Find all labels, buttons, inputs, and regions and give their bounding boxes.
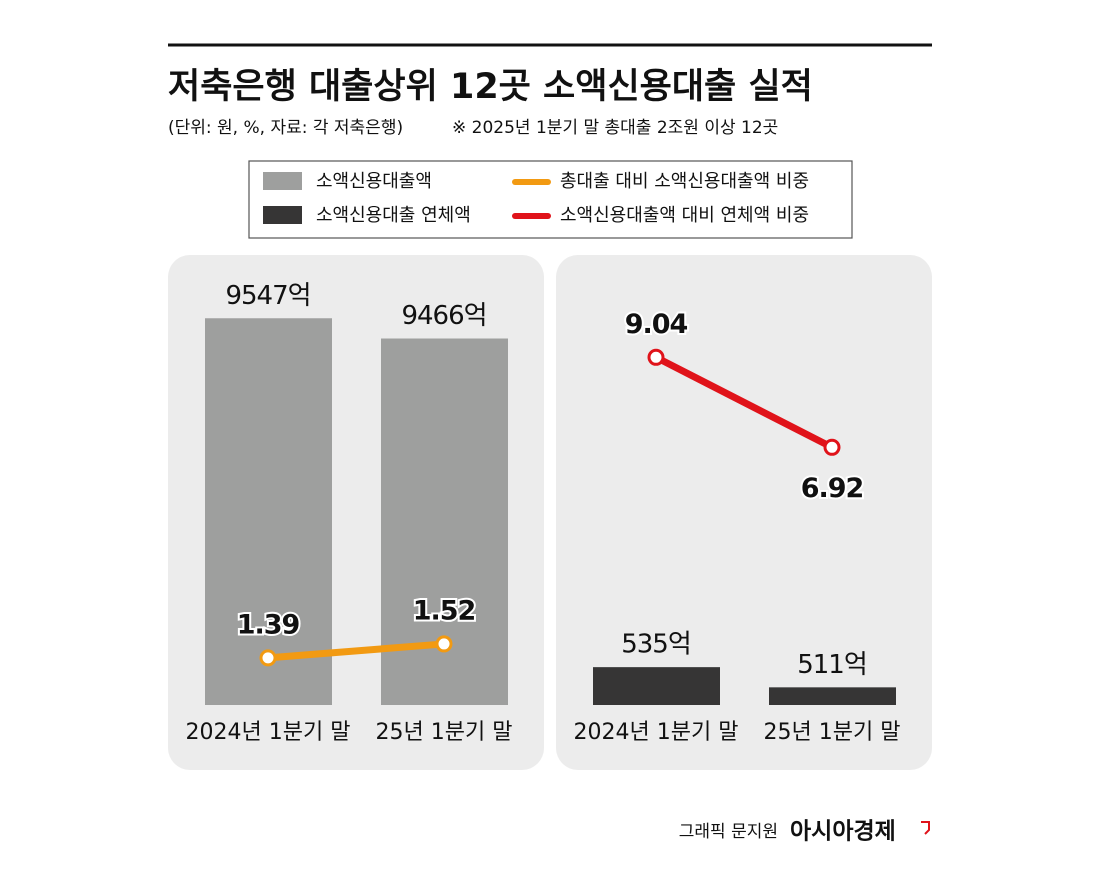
value-label: 511억 bbox=[797, 650, 867, 680]
chart-title: 저축은행 대출상위 12곳 소액신용대출 실적 bbox=[168, 67, 813, 107]
x-tick-label: 2024년 1분기 말 bbox=[574, 720, 739, 745]
legend-label: 소액신용대출액 bbox=[316, 171, 432, 192]
bar bbox=[205, 318, 332, 705]
x-tick-label: 2024년 1분기 말 bbox=[186, 720, 351, 745]
point bbox=[259, 649, 277, 667]
legend-swatch bbox=[263, 206, 302, 224]
x-tick-label: 25년 1분기 말 bbox=[764, 720, 901, 745]
point bbox=[823, 438, 841, 456]
legend-box bbox=[248, 160, 853, 239]
panel bbox=[556, 255, 932, 770]
value-label: 1.52 bbox=[413, 595, 476, 626]
value-label: 6.92 bbox=[801, 473, 864, 504]
point bbox=[647, 348, 665, 366]
legend-label: 소액신용대출액 대비 연체액 비중 bbox=[560, 205, 809, 226]
credit: 그래픽 문지원 bbox=[679, 822, 778, 842]
bar bbox=[593, 667, 720, 705]
legend-label: 소액신용대출 연체액 bbox=[316, 205, 471, 226]
value-label: 9547억 bbox=[225, 281, 310, 311]
value-label: 9466억 bbox=[401, 301, 486, 331]
line bbox=[267, 640, 445, 662]
legend-swatch bbox=[263, 172, 302, 190]
legend-label: 총대출 대비 소액신용대출액 비중 bbox=[560, 171, 809, 192]
brand: 아시아경제 bbox=[790, 819, 896, 845]
subtitle: (단위: 원, %, 자료: 각 저축은행) bbox=[168, 118, 403, 138]
point bbox=[435, 635, 453, 653]
brand-mark bbox=[921, 821, 930, 835]
bar bbox=[769, 687, 896, 705]
value-label: 9.04 bbox=[625, 309, 688, 340]
value-label: 535억 bbox=[621, 630, 691, 660]
line bbox=[654, 354, 834, 451]
note: ※ 2025년 1분기 말 총대출 2조원 이상 12곳 bbox=[452, 118, 778, 138]
x-tick-label: 25년 1분기 말 bbox=[376, 720, 513, 745]
value-label: 1.39 bbox=[237, 609, 300, 640]
